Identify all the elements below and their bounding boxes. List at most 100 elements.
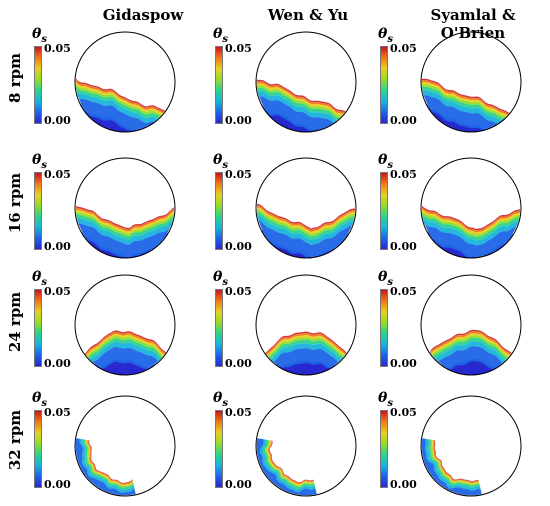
drum-contour bbox=[255, 157, 357, 259]
colorbar bbox=[34, 410, 42, 488]
drum-contour bbox=[74, 395, 176, 497]
colorbar bbox=[34, 289, 42, 367]
volume-fraction-band bbox=[75, 85, 163, 119]
volume-fraction-band bbox=[257, 87, 344, 121]
drum-contour bbox=[420, 274, 522, 376]
panel-16rpm-wen-yu: θs 0.05 0.00 bbox=[213, 150, 383, 268]
volume-fraction-band bbox=[422, 86, 510, 121]
drum-contour bbox=[255, 274, 357, 376]
volume-fraction-band bbox=[257, 215, 354, 245]
volume-fraction-band bbox=[436, 346, 506, 370]
panel-16rpm-syamlal-obrien: θs 0.05 0.00 bbox=[378, 150, 548, 268]
colorbar bbox=[215, 410, 223, 488]
colorbar-symbol: θs bbox=[213, 152, 228, 171]
drum-wall bbox=[74, 157, 176, 259]
drum-wall bbox=[420, 395, 522, 497]
colorbar bbox=[215, 289, 223, 367]
drum-wall bbox=[255, 31, 357, 133]
volume-fraction-band bbox=[421, 438, 482, 496]
colorbar-min-label: 0.00 bbox=[225, 478, 252, 491]
colorbar-symbol: θs bbox=[32, 26, 47, 45]
drum-wall bbox=[420, 31, 522, 133]
particle-bed-core bbox=[256, 360, 356, 375]
drum-wall bbox=[255, 395, 357, 497]
colorbar-symbol: θs bbox=[378, 269, 393, 288]
volume-fraction-band bbox=[431, 439, 480, 485]
volume-fraction-band bbox=[256, 438, 317, 496]
colorbar bbox=[380, 289, 388, 367]
drum-contour bbox=[420, 157, 522, 259]
panel-8rpm-wen-yu: θs 0.05 0.00 bbox=[213, 24, 383, 142]
volume-fraction-band bbox=[91, 346, 159, 370]
drum-contour bbox=[74, 31, 176, 133]
panel-32rpm-syamlal-obrien: θs 0.05 0.00 bbox=[378, 388, 548, 506]
volume-fraction-band bbox=[270, 343, 342, 362]
column-title-wen-yu: Wen & Yu bbox=[267, 6, 349, 24]
drum-contour bbox=[255, 395, 357, 497]
volume-fraction-band bbox=[421, 82, 512, 117]
volume-fraction-band bbox=[422, 213, 520, 241]
colorbar-max-label: 0.05 bbox=[44, 285, 71, 298]
volume-fraction-band bbox=[431, 333, 511, 357]
colorbar-max-label: 0.05 bbox=[44, 406, 71, 419]
volume-fraction-band bbox=[76, 89, 162, 123]
volume-fraction-band bbox=[75, 83, 164, 117]
drum-wall bbox=[74, 395, 176, 497]
colorbar-min-label: 0.00 bbox=[44, 478, 71, 491]
colorbar bbox=[34, 172, 42, 250]
row-label-24rpm: 24 rpm bbox=[6, 291, 25, 353]
colorbar-min-label: 0.00 bbox=[44, 240, 71, 253]
volume-fraction-band bbox=[430, 331, 512, 356]
drum-contour bbox=[420, 395, 522, 497]
colorbar bbox=[380, 46, 388, 124]
volume-fraction-band bbox=[266, 333, 346, 357]
colorbar-max-label: 0.05 bbox=[225, 168, 252, 181]
row-label-8rpm: 8 rpm bbox=[6, 53, 25, 103]
volume-fraction-band bbox=[257, 209, 355, 237]
volume-fraction-band bbox=[433, 440, 479, 484]
row-label-16rpm: 16 rpm bbox=[6, 172, 25, 234]
drum-wall bbox=[255, 157, 357, 259]
volume-fraction-band bbox=[430, 439, 480, 486]
volume-fraction-band bbox=[272, 348, 340, 369]
drum-contour bbox=[74, 274, 176, 376]
column-title-syamlal-obrien: Syamlal & O'Brien bbox=[430, 6, 516, 42]
volume-fraction-band bbox=[422, 90, 509, 124]
colorbar-symbol: θs bbox=[32, 152, 47, 171]
volume-fraction-band bbox=[76, 217, 174, 245]
volume-fraction-band bbox=[75, 79, 166, 113]
colorbar-max-label: 0.05 bbox=[44, 42, 71, 55]
panel-24rpm-gidaspow: θs 0.05 0.00 bbox=[32, 267, 202, 385]
colorbar-symbol: θs bbox=[378, 26, 393, 45]
colorbar-max-label: 0.05 bbox=[390, 168, 417, 181]
drum-wall bbox=[74, 274, 176, 376]
volume-fraction-band bbox=[256, 79, 347, 113]
colorbar-max-label: 0.05 bbox=[225, 285, 252, 298]
colorbar bbox=[380, 410, 388, 488]
panel-24rpm-syamlal-obrien: θs 0.05 0.00 bbox=[378, 267, 548, 385]
volume-fraction-band bbox=[434, 341, 508, 363]
colorbar bbox=[380, 172, 388, 250]
volume-fraction-band bbox=[76, 214, 174, 240]
colorbar-min-label: 0.00 bbox=[44, 357, 71, 370]
colorbar-min-label: 0.00 bbox=[44, 114, 71, 127]
colorbar-min-label: 0.00 bbox=[225, 240, 252, 253]
colorbar-min-label: 0.00 bbox=[390, 478, 417, 491]
panel-8rpm-syamlal-obrien: θs 0.05 0.00 bbox=[378, 24, 548, 142]
volume-fraction-band bbox=[269, 339, 344, 360]
volume-fraction-band bbox=[421, 84, 511, 118]
volume-fraction-band bbox=[75, 78, 166, 112]
drum-contour bbox=[74, 157, 176, 259]
volume-fraction-band bbox=[423, 94, 507, 130]
colorbar-max-label: 0.05 bbox=[44, 168, 71, 181]
panel-24rpm-wen-yu: θs 0.05 0.00 bbox=[213, 267, 383, 385]
colorbar-symbol: θs bbox=[32, 390, 47, 409]
drum-contour bbox=[420, 31, 522, 133]
drum-wall bbox=[420, 157, 522, 259]
volume-fraction-band bbox=[267, 335, 346, 358]
colorbar-max-label: 0.05 bbox=[225, 406, 252, 419]
colorbar-max-label: 0.05 bbox=[390, 285, 417, 298]
colorbar-min-label: 0.00 bbox=[225, 114, 252, 127]
panel-16rpm-gidaspow: θs 0.05 0.00 bbox=[32, 150, 202, 268]
drum-wall bbox=[74, 31, 176, 133]
